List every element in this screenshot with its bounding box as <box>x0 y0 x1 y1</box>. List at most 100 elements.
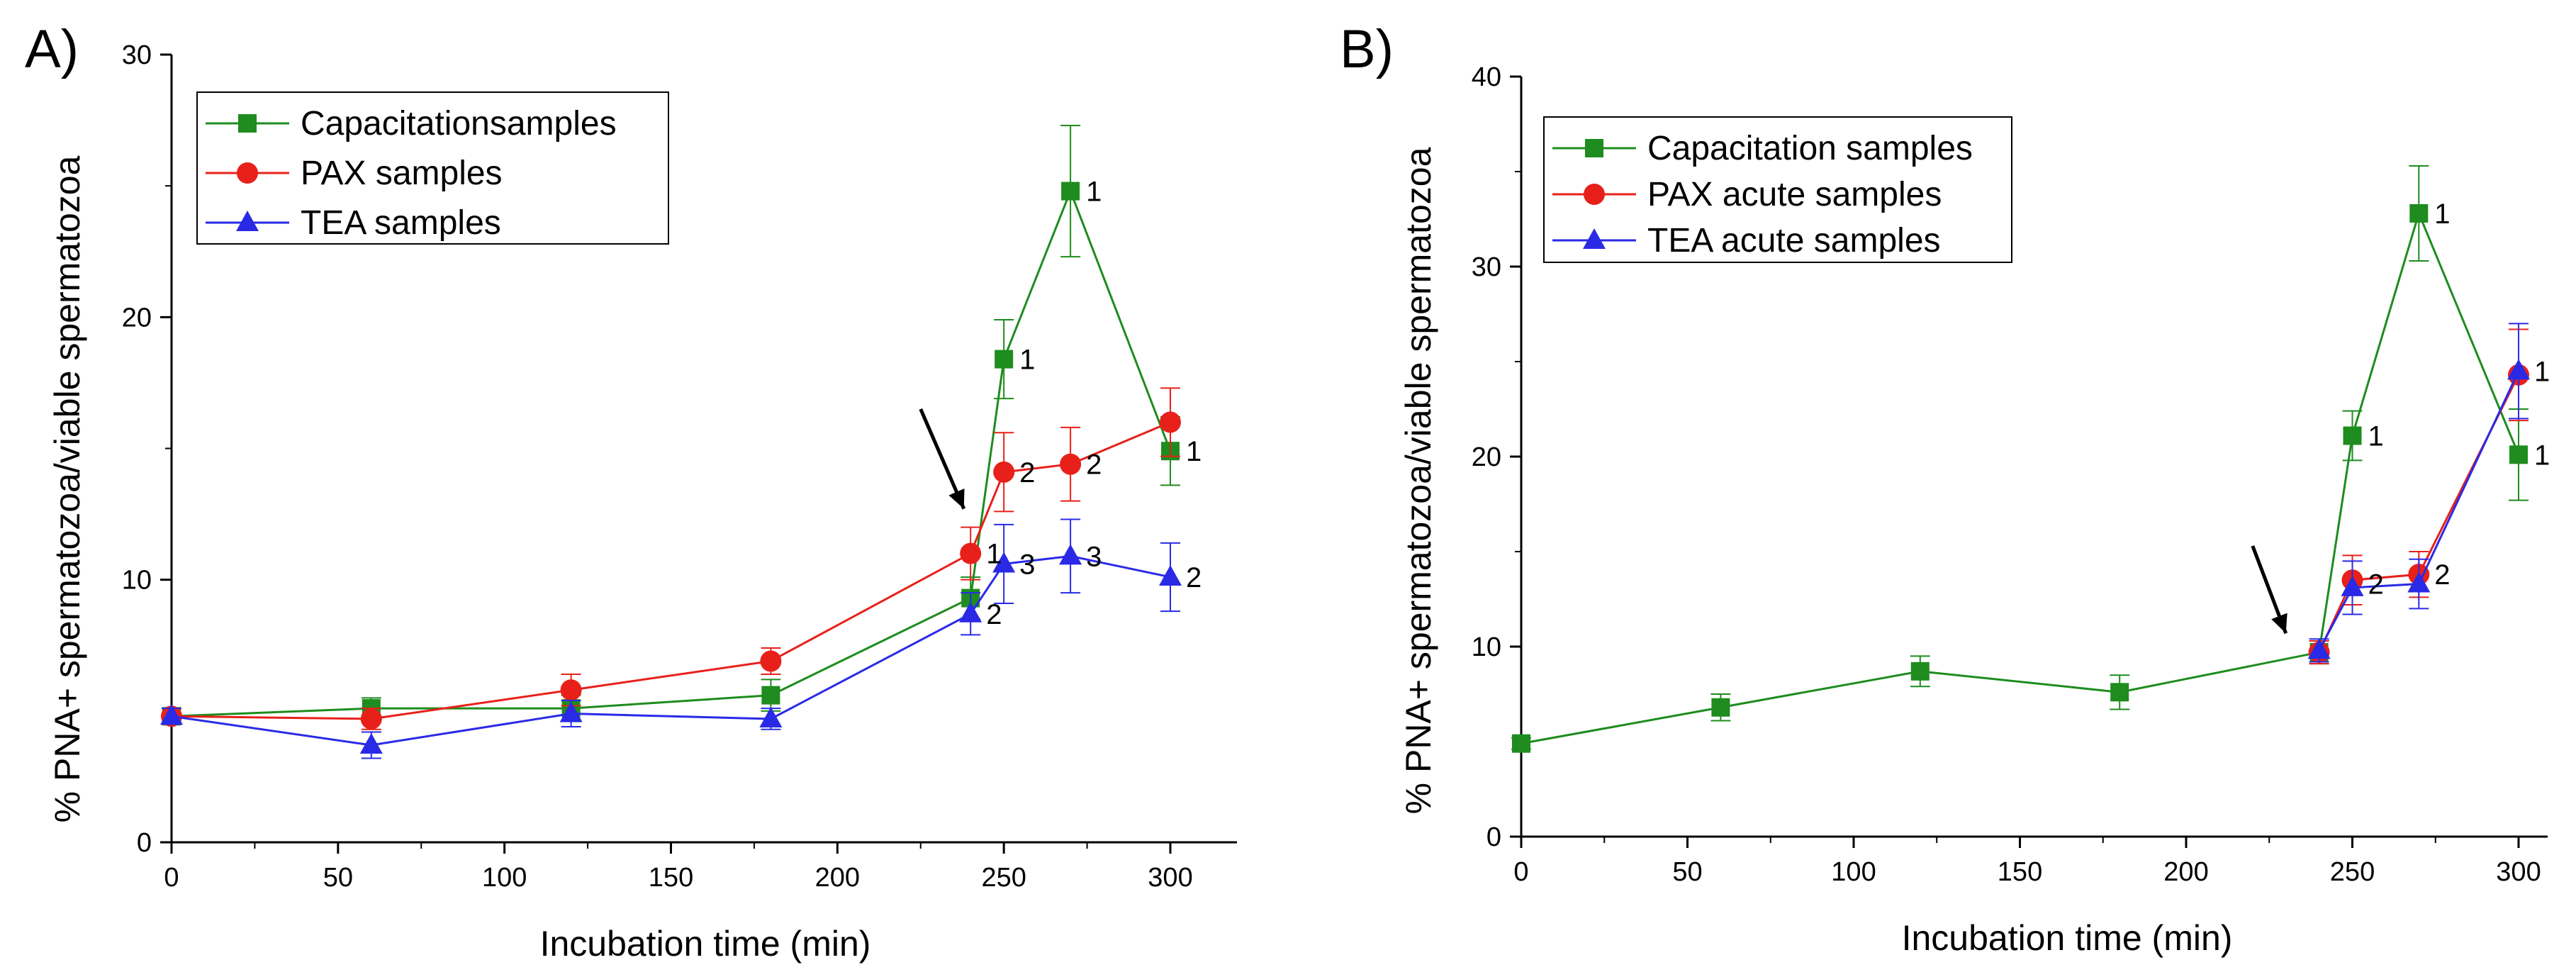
annotation-label: 2 <box>1086 450 1102 481</box>
legend-marker-circle <box>237 162 258 184</box>
annotation-label: 3 <box>1019 549 1035 580</box>
data-point-triangle <box>559 701 583 722</box>
data-point-square <box>1711 698 1730 717</box>
data-point-circle <box>760 650 782 672</box>
x-tick-label: 100 <box>482 863 527 893</box>
legend-marker-triangle <box>1583 228 1606 249</box>
legend-label: Capacitationsamples <box>301 105 617 143</box>
x-tick-label: 200 <box>815 863 860 893</box>
legend-box <box>196 91 669 245</box>
annotation-label: 1 <box>1186 436 1202 467</box>
annotation-label: 1 <box>1019 345 1035 376</box>
data-point-circle <box>360 708 382 730</box>
x-tick-label: 150 <box>649 863 693 893</box>
y-tick-label: 40 <box>1472 62 1501 92</box>
series-tea-samples <box>160 518 1182 759</box>
series-line <box>2318 370 2520 652</box>
y-tick-label: 0 <box>137 828 152 858</box>
annotation-label: 2 <box>1019 457 1035 488</box>
annotation-label: 1 <box>2368 421 2384 452</box>
data-point-square <box>2409 203 2429 223</box>
x-tick-label: 150 <box>1998 857 2042 887</box>
x-tick-label: 300 <box>1148 863 1192 893</box>
legend-label: PAX acute samples <box>1647 176 1942 213</box>
annotation-label: 3 <box>1086 541 1102 572</box>
data-point-square <box>2343 426 2362 445</box>
annotation-label: 1 <box>1086 177 1102 208</box>
annotation-label: 1 <box>2534 440 2550 471</box>
legend-marker-triangle <box>236 211 259 231</box>
panel-a-ylabel: % PNA+ spermatozoa/viable spermatozoa <box>47 155 87 822</box>
data-point-square <box>2509 445 2528 464</box>
legend-box <box>1543 116 2012 263</box>
data-point-triangle <box>759 706 783 727</box>
data-point-triangle <box>992 552 1016 573</box>
data-point-square <box>995 350 1014 369</box>
panel-b-xlabel: Incubation time (min) <box>1902 918 2233 958</box>
annotation-label: 1 <box>986 539 1002 570</box>
data-point-triangle <box>959 601 982 623</box>
data-point-circle <box>960 542 982 564</box>
data-point-triangle <box>2341 575 2364 596</box>
y-tick-label: 10 <box>1472 632 1501 662</box>
panel-b-label: B) <box>1340 19 1394 79</box>
panel-a-xlabel: Incubation time (min) <box>540 924 871 964</box>
annotation-label: 2 <box>2368 569 2384 601</box>
x-tick-label: 0 <box>164 863 179 893</box>
x-tick-label: 50 <box>1672 857 1702 887</box>
annotation-label: 1 <box>2534 356 2550 387</box>
legend-marker-square <box>1585 139 1603 157</box>
x-tick-label: 100 <box>1831 857 1876 887</box>
x-tick-label: 200 <box>2163 857 2208 887</box>
y-tick-label: 10 <box>122 566 152 596</box>
legend: Capacitation samples PAX acute samples TEA… <box>1543 116 2012 263</box>
panel-b-chart: 0 50 100 150 200 250 300 0 10 20 30 40 1 1 1 1 2 2 Capacit… <box>1472 62 2550 887</box>
data-point-triangle <box>2507 359 2530 380</box>
legend-marker-circle <box>1584 184 1605 205</box>
data-point-circle <box>560 679 582 701</box>
data-point-square <box>1512 734 1530 753</box>
data-point-circle <box>1160 411 1181 433</box>
series-line <box>171 188 1172 718</box>
y-tick-label: 30 <box>122 40 152 70</box>
y-tick-label: 20 <box>122 303 152 333</box>
series-line <box>2318 374 2520 653</box>
series-line <box>171 554 1171 747</box>
y-tick-label: 20 <box>1472 442 1501 472</box>
legend-marker-square <box>238 114 257 133</box>
data-point-square <box>1061 182 1080 201</box>
annotation-label: 2 <box>2434 559 2450 591</box>
legend-label: TEA acute samples <box>1647 222 1941 259</box>
data-point-square <box>1910 661 1930 681</box>
data-point-triangle <box>160 704 183 725</box>
x-tick-label: 300 <box>2496 857 2541 887</box>
data-point-circle <box>993 461 1015 483</box>
legend-label: TEA samples <box>301 204 501 242</box>
data-point-triangle <box>1159 564 1182 586</box>
annotation-label: 2 <box>986 599 1002 630</box>
y-tick-label: 30 <box>1472 252 1501 282</box>
series-tea-acute-samples <box>2307 323 2530 663</box>
y-tick-label: 0 <box>1486 822 1501 852</box>
panel-a-label: A) <box>25 19 79 79</box>
x-tick-label: 50 <box>323 863 353 893</box>
data-point-triangle <box>2307 638 2331 659</box>
data-point-triangle <box>2407 571 2431 593</box>
x-tick-label: 250 <box>981 863 1026 893</box>
arrow-head <box>2271 613 2287 634</box>
arrow-head <box>948 488 965 509</box>
data-point-circle <box>1060 453 1082 475</box>
panel-b-ylabel: % PNA+ spermatozoa/viable spermatozoa <box>1399 147 1438 814</box>
data-point-triangle <box>359 732 383 754</box>
series-pax-acute-samples <box>2308 328 2529 665</box>
x-tick-label: 0 <box>1513 857 1528 887</box>
data-point-triangle <box>1059 544 1082 565</box>
series-line <box>171 421 1171 720</box>
annotation-label: 1 <box>2434 199 2450 230</box>
x-tick-label: 250 <box>2330 857 2375 887</box>
annotation-label: 2 <box>1186 562 1202 593</box>
legend: Capacitationsamples PAX samples TEA sample… <box>196 91 669 245</box>
legend-label: PAX samples <box>301 155 503 192</box>
